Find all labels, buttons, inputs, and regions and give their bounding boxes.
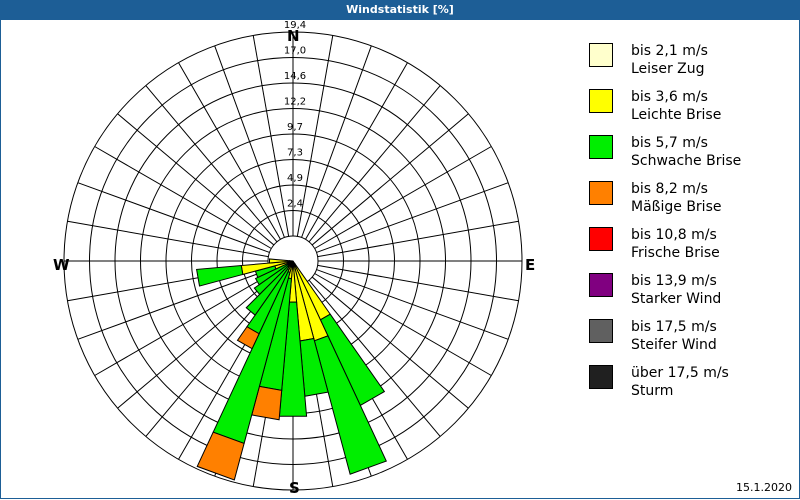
svg-text:4,9: 4,9 bbox=[287, 173, 303, 184]
legend-swatch bbox=[589, 227, 613, 251]
svg-text:7,3: 7,3 bbox=[287, 148, 303, 159]
svg-text:12,2: 12,2 bbox=[284, 97, 306, 108]
south-label: S bbox=[289, 479, 300, 497]
legend-swatch bbox=[589, 135, 613, 159]
svg-text:17,0: 17,0 bbox=[284, 46, 306, 57]
legend-swatch bbox=[589, 273, 613, 297]
legend-swatch bbox=[589, 181, 613, 205]
svg-text:14,6: 14,6 bbox=[284, 71, 306, 82]
svg-text:2,4: 2,4 bbox=[287, 199, 303, 210]
east-label: E bbox=[525, 256, 536, 274]
svg-text:9,7: 9,7 bbox=[287, 122, 303, 133]
legend-swatch bbox=[589, 89, 613, 113]
west-label: W bbox=[53, 256, 70, 274]
date-label: 15.1.2020 bbox=[736, 481, 792, 494]
legend-swatch bbox=[589, 43, 613, 67]
legend-swatch bbox=[589, 319, 613, 343]
svg-text:19,4: 19,4 bbox=[284, 20, 306, 31]
north-label: N bbox=[287, 27, 300, 45]
chart-title: Windstatistik [%] bbox=[0, 0, 800, 20]
legend-swatch bbox=[589, 365, 613, 389]
